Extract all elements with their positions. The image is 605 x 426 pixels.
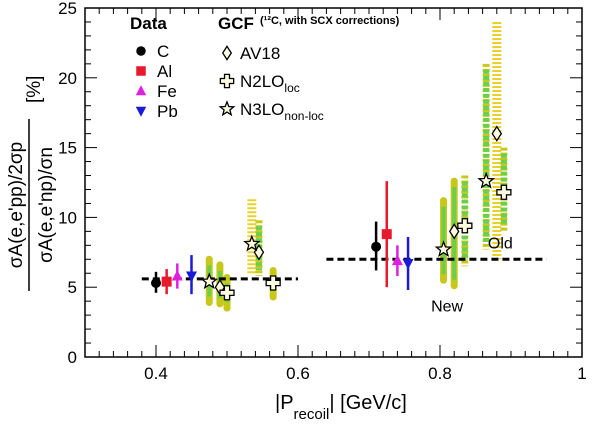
- data-point-c: [371, 241, 382, 252]
- y-tick-label: 10: [58, 208, 77, 227]
- data-markers: [151, 125, 512, 301]
- legend-label-n2lo: N2LOloc: [240, 72, 300, 95]
- x-tick-label: 0.6: [286, 364, 310, 383]
- legend-label-al: Al: [157, 62, 172, 81]
- legend-marker-n2lo: [219, 73, 235, 89]
- y-tick-label: 0: [68, 348, 77, 367]
- uncertainty-bands: [205, 21, 508, 312]
- data-point-n2lo: [457, 218, 473, 234]
- legend-data-title: Data: [130, 14, 167, 33]
- legend-label-c: C: [157, 42, 169, 61]
- y-tick-label: 25: [58, 0, 77, 18]
- tick-labels: 0 5 10 15 20 25 0.4 0.6 0.8 1: [58, 0, 587, 383]
- legend-marker-al: [136, 66, 146, 76]
- average-lines: [141, 257, 547, 281]
- legend-gcf-note: (¹²C, with SCX corrections): [260, 15, 400, 27]
- data-point-pb: [402, 258, 414, 270]
- data-point-av18: [491, 125, 503, 142]
- data-point-al: [381, 229, 392, 240]
- y-axis-label-numerator: σA(e,e'pp)/2σp: [6, 142, 27, 268]
- data-point-n3lo: [477, 171, 496, 189]
- data-point-av18: [448, 223, 460, 240]
- axis-labels: |Precoil| [GeV/c] σA(e,e'pp)/2σp σA(e,e'np…: [6, 76, 407, 423]
- data-point-n3lo: [200, 272, 219, 290]
- x-axis-label: |Precoil| [GeV/c]: [275, 392, 407, 423]
- x-tick-label: 0.8: [428, 364, 452, 383]
- x-axis-label-tail: | [GeV/c]: [329, 392, 406, 414]
- y-axis-label-denominator: σA(e,e'np)/σn: [36, 147, 57, 263]
- legend-label-fe: Fe: [157, 82, 177, 101]
- data-point-n3lo: [242, 234, 261, 252]
- data-point-al: [161, 276, 172, 287]
- data-point-n2lo: [219, 285, 235, 301]
- data-point-n2lo: [265, 275, 281, 291]
- data-point-fe: [171, 270, 183, 281]
- y-tick-label: 5: [68, 278, 77, 297]
- legend-label-subscript: loc: [284, 81, 299, 95]
- annotations: New Old: [431, 236, 513, 316]
- legend-marker-fe: [135, 85, 147, 96]
- legend-label-av18: AV18: [240, 44, 280, 63]
- y-tick-label: 20: [58, 69, 77, 88]
- data-point-pb: [186, 271, 197, 283]
- data-point-n3lo: [434, 240, 453, 258]
- legend-label-n3lo: N3LOnon-loc: [240, 100, 324, 123]
- plot-frame: [84, 7, 583, 358]
- data-point-c: [151, 278, 161, 289]
- legend-gcf-title: GCF: [218, 14, 254, 33]
- legend-marker-c: [136, 46, 146, 56]
- y-axis-label: σA(e,e'pp)/2σp σA(e,e'np)/σn [%]: [6, 76, 57, 291]
- x-tick-label: 1: [577, 364, 586, 383]
- data-point-n2lo: [496, 184, 512, 200]
- annotation-old: Old: [488, 236, 513, 253]
- y-axis-label-unit: [%]: [24, 76, 45, 103]
- x-tick-label: 0.4: [144, 364, 168, 383]
- legend-label-subscript: non-loc: [284, 109, 323, 123]
- x-axis-label-subscript: recoil: [294, 406, 330, 423]
- annotation-new: New: [431, 298, 463, 315]
- legend-marker-n3lo: [218, 100, 236, 117]
- axis-ticks: [84, 7, 583, 358]
- legend-label-pb: Pb: [157, 102, 178, 121]
- y-tick-label: 15: [58, 139, 77, 158]
- legend-marker-pb: [135, 106, 147, 117]
- data-point-fe: [391, 254, 403, 266]
- legend-marker-av18: [221, 45, 233, 61]
